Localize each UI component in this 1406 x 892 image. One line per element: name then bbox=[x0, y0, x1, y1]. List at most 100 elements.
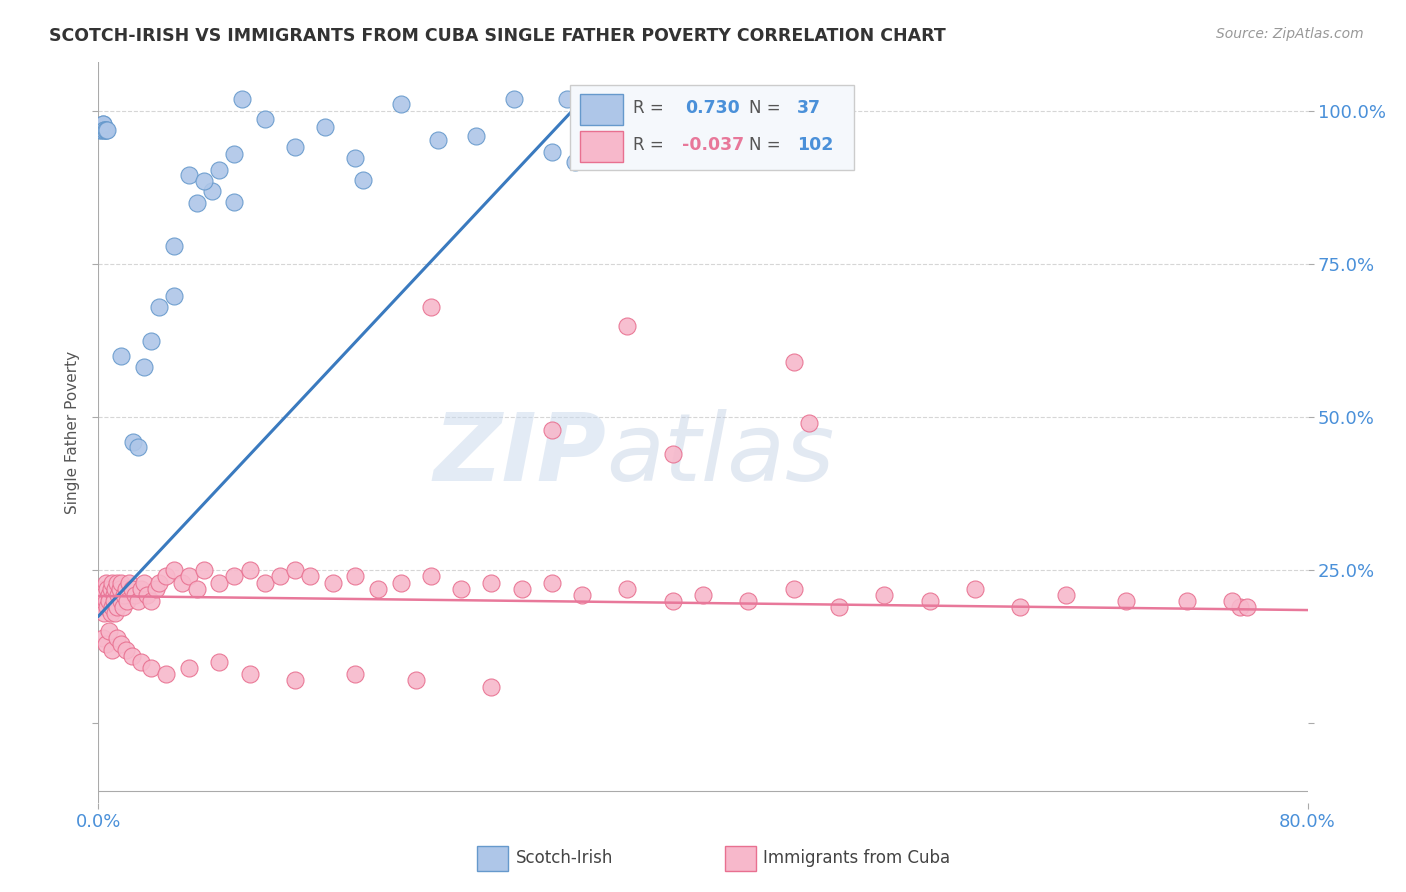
Point bbox=[132, 359, 155, 374]
Text: Immigrants from Cuba: Immigrants from Cuba bbox=[763, 849, 950, 867]
Point bbox=[127, 594, 149, 608]
Point bbox=[186, 582, 208, 596]
Point bbox=[148, 300, 170, 314]
Text: N =: N = bbox=[749, 99, 780, 118]
Point bbox=[555, 92, 578, 106]
Point bbox=[965, 582, 987, 596]
Point bbox=[284, 140, 307, 154]
Point bbox=[110, 594, 132, 608]
Point bbox=[118, 575, 141, 590]
Point bbox=[193, 563, 215, 577]
Point bbox=[129, 582, 152, 596]
Text: SCOTCH-IRISH VS IMMIGRANTS FROM CUBA SINGLE FATHER POVERTY CORRELATION CHART: SCOTCH-IRISH VS IMMIGRANTS FROM CUBA SIN… bbox=[49, 27, 946, 45]
Point bbox=[1010, 599, 1032, 614]
FancyBboxPatch shape bbox=[569, 85, 855, 169]
Point bbox=[420, 569, 443, 583]
Point bbox=[135, 588, 157, 602]
Point bbox=[314, 120, 336, 135]
Point bbox=[179, 661, 201, 675]
Point bbox=[389, 97, 412, 112]
Point bbox=[1054, 588, 1077, 602]
Point bbox=[107, 588, 129, 602]
Point bbox=[141, 661, 163, 675]
Point bbox=[127, 440, 149, 454]
Point bbox=[208, 162, 231, 177]
Point bbox=[481, 575, 503, 590]
Point bbox=[269, 569, 291, 583]
Text: Scotch-Irish: Scotch-Irish bbox=[516, 849, 613, 867]
Point bbox=[540, 423, 562, 437]
Point bbox=[322, 575, 344, 590]
Point bbox=[253, 112, 276, 126]
Point bbox=[450, 582, 472, 596]
Point bbox=[692, 588, 714, 602]
Point bbox=[661, 594, 683, 608]
Point bbox=[918, 594, 941, 608]
FancyBboxPatch shape bbox=[579, 94, 623, 125]
Point bbox=[93, 588, 115, 602]
Point bbox=[737, 594, 759, 608]
Point bbox=[94, 122, 117, 136]
Point bbox=[129, 655, 152, 669]
Point bbox=[114, 582, 136, 596]
Point bbox=[105, 599, 128, 614]
Point bbox=[427, 133, 450, 147]
Point bbox=[616, 582, 638, 596]
Point bbox=[299, 569, 322, 583]
Y-axis label: Single Father Poverty: Single Father Poverty bbox=[65, 351, 80, 514]
Point bbox=[186, 196, 208, 211]
Point bbox=[148, 575, 170, 590]
Point bbox=[90, 122, 112, 136]
Point bbox=[344, 569, 367, 583]
Point bbox=[89, 594, 111, 608]
Point bbox=[103, 594, 125, 608]
Point bbox=[132, 575, 155, 590]
Point bbox=[224, 195, 246, 210]
Point bbox=[100, 582, 122, 596]
Point bbox=[352, 172, 374, 186]
Point bbox=[155, 569, 177, 583]
Point bbox=[163, 563, 186, 577]
Point bbox=[1175, 594, 1198, 608]
Point bbox=[91, 117, 114, 131]
Point bbox=[89, 122, 111, 136]
Point bbox=[98, 594, 121, 608]
Text: 0.730: 0.730 bbox=[685, 99, 740, 118]
Point bbox=[783, 582, 806, 596]
Text: R =: R = bbox=[633, 99, 664, 118]
Point bbox=[661, 447, 683, 461]
Point bbox=[571, 588, 593, 602]
Point bbox=[224, 569, 246, 583]
Point bbox=[103, 588, 125, 602]
Text: Source: ZipAtlas.com: Source: ZipAtlas.com bbox=[1216, 27, 1364, 41]
Text: ZIP: ZIP bbox=[433, 409, 606, 500]
Point bbox=[284, 673, 307, 688]
Point bbox=[163, 239, 186, 253]
Point bbox=[94, 594, 117, 608]
Point bbox=[616, 318, 638, 333]
Point bbox=[94, 637, 117, 651]
Point bbox=[93, 122, 115, 136]
Point bbox=[873, 588, 896, 602]
Point bbox=[108, 582, 131, 596]
Point bbox=[112, 588, 135, 602]
Point bbox=[121, 582, 143, 596]
Point bbox=[797, 417, 820, 431]
Point bbox=[420, 300, 443, 314]
FancyBboxPatch shape bbox=[579, 130, 623, 161]
Point bbox=[344, 667, 367, 681]
Point bbox=[1220, 594, 1243, 608]
Point bbox=[104, 606, 127, 620]
Text: R =: R = bbox=[633, 136, 664, 154]
Point bbox=[389, 575, 412, 590]
Point bbox=[141, 594, 163, 608]
Point bbox=[239, 563, 262, 577]
Point bbox=[93, 122, 115, 136]
Point bbox=[564, 155, 586, 169]
Point bbox=[231, 92, 253, 106]
Point bbox=[114, 643, 136, 657]
Point bbox=[201, 184, 224, 198]
Point bbox=[208, 655, 231, 669]
Point bbox=[783, 355, 806, 369]
Point bbox=[96, 122, 118, 136]
